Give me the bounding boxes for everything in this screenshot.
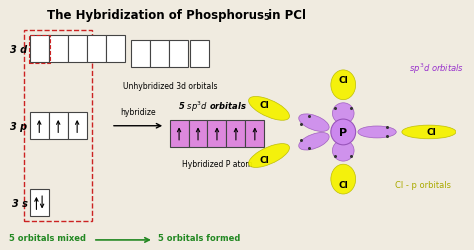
- Text: The Hybridization of Phosphorus in PCl: The Hybridization of Phosphorus in PCl: [47, 9, 306, 22]
- Text: Cl: Cl: [338, 180, 348, 189]
- Bar: [87, 36, 106, 63]
- Text: Unhybridized 3d orbitals: Unhybridized 3d orbitals: [123, 82, 218, 91]
- Bar: [30, 189, 49, 216]
- Ellipse shape: [332, 103, 354, 124]
- Bar: [29, 36, 50, 64]
- Bar: [189, 120, 208, 147]
- Ellipse shape: [248, 97, 290, 121]
- Text: 3 d: 3 d: [10, 44, 27, 54]
- Text: Cl: Cl: [426, 128, 436, 137]
- Text: 3 s: 3 s: [12, 198, 27, 208]
- Text: Cl: Cl: [259, 155, 269, 164]
- Text: 3 p: 3 p: [10, 121, 27, 131]
- Text: Cl - p orbitals: Cl - p orbitals: [395, 180, 451, 189]
- Ellipse shape: [299, 133, 329, 150]
- Bar: [30, 113, 49, 140]
- Text: hybridize: hybridize: [120, 108, 156, 116]
- Text: Cl: Cl: [259, 101, 269, 110]
- Text: 5 orbitals formed: 5 orbitals formed: [158, 234, 240, 242]
- Text: 5 orbitals mixed: 5 orbitals mixed: [9, 234, 86, 242]
- Bar: [131, 41, 150, 68]
- Ellipse shape: [402, 126, 456, 139]
- Ellipse shape: [332, 140, 354, 162]
- Bar: [170, 120, 189, 147]
- Bar: [208, 120, 227, 147]
- Text: $sp^3d$ orbitals: $sp^3d$ orbitals: [409, 61, 464, 75]
- Text: 5 $sp^3d$ orbitals: 5 $sp^3d$ orbitals: [178, 100, 247, 114]
- Bar: [191, 41, 210, 68]
- Ellipse shape: [331, 120, 356, 145]
- Text: Hybridized P atom: Hybridized P atom: [182, 160, 252, 168]
- Bar: [246, 120, 264, 147]
- Bar: [30, 36, 49, 63]
- Bar: [68, 36, 87, 63]
- Text: Cl: Cl: [338, 76, 348, 85]
- Ellipse shape: [331, 70, 356, 100]
- Ellipse shape: [331, 164, 356, 194]
- Text: P: P: [339, 128, 347, 138]
- Bar: [150, 41, 169, 68]
- Ellipse shape: [248, 144, 290, 168]
- Bar: [68, 113, 87, 140]
- Bar: [169, 41, 188, 68]
- Ellipse shape: [358, 126, 396, 138]
- Bar: [24, 31, 92, 222]
- Bar: [49, 36, 68, 63]
- Bar: [227, 120, 246, 147]
- Bar: [49, 113, 68, 140]
- Bar: [106, 36, 125, 63]
- Text: 5: 5: [263, 12, 269, 22]
- Ellipse shape: [299, 114, 329, 132]
